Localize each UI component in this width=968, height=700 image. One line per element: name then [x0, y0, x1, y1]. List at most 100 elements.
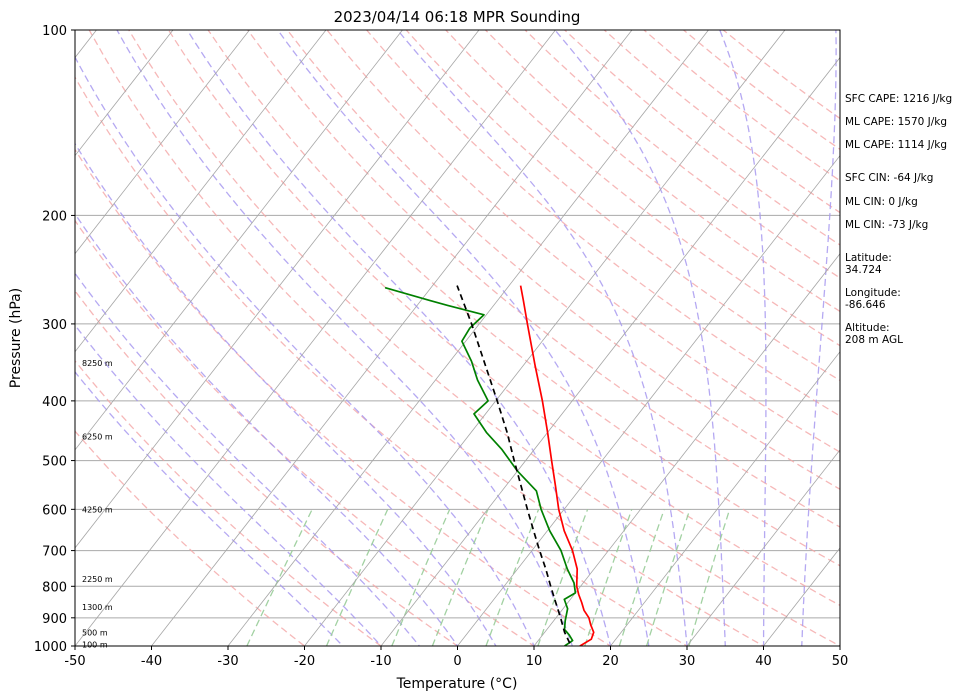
- mixing-ratio-line: [246, 509, 313, 646]
- isotherms: [75, 30, 840, 646]
- height-label: 4250 m: [82, 505, 113, 514]
- y-tick-label: 200: [42, 209, 67, 224]
- ml-cape-text: ML CAPE: 1570 J/kg: [845, 116, 948, 128]
- isotherm: [75, 30, 327, 353]
- moist-adiabat: [186, 30, 612, 646]
- isotherm: [75, 30, 250, 255]
- y-tick-label: 300: [42, 318, 67, 333]
- sfc-cape-text: SFC CAPE: 1216 J/kg: [845, 93, 953, 105]
- y-tick-label: 600: [42, 503, 67, 518]
- height-label: 1300 m: [82, 603, 113, 612]
- moist-adiabat: [801, 30, 837, 646]
- pressure-grid: [75, 214, 840, 619]
- mixing-ratio-line: [645, 509, 691, 646]
- dry-adiabat: [75, 219, 536, 646]
- y-tick-label: 400: [42, 395, 67, 410]
- ml-cape-text-2: ML CAPE: 1114 J/kg: [845, 139, 948, 151]
- moist-adiabats: [75, 30, 837, 646]
- moist-adiabat: [397, 30, 688, 646]
- dry-adiabat: [88, 30, 765, 646]
- height-label: 100 m: [82, 641, 108, 650]
- x-axis-label: Temperature (°C): [396, 676, 518, 692]
- mixing-ratio-line: [688, 509, 731, 646]
- isotherm: [762, 547, 840, 646]
- x-axis-ticks: -50 -40 -30 -20 -10 0 10 20 30 40 50: [64, 646, 848, 669]
- dry-adiabat: [75, 359, 383, 646]
- dry-adiabat: [286, 30, 840, 490]
- moist-adiabat: [75, 55, 535, 646]
- x-tick-label: -10: [370, 654, 391, 669]
- ml-cin-text: ML CIN: 0 J/kg: [845, 196, 918, 208]
- height-label: 2250 m: [82, 575, 113, 584]
- temperature-line: [519, 285, 595, 646]
- y-tick-label: 900: [42, 612, 67, 627]
- moist-adiabat: [277, 30, 650, 646]
- sounding-series: [384, 285, 595, 646]
- dry-adiabat: [167, 30, 840, 607]
- x-tick-label: 40: [755, 654, 772, 669]
- moist-adiabat: [75, 272, 421, 646]
- x-tick-label: 20: [602, 654, 619, 669]
- x-tick-label: 30: [679, 654, 696, 669]
- y-tick-label: 1000: [34, 640, 67, 655]
- isotherm: [456, 154, 840, 646]
- dry-adiabat: [247, 30, 840, 528]
- chart-title: 2023/04/14 06:18 MPR Sounding: [334, 8, 581, 26]
- dry-adiabat: [445, 30, 840, 347]
- y-tick-label: 500: [42, 455, 67, 470]
- isotherm: [609, 351, 840, 646]
- isotherm: [533, 253, 840, 646]
- moist-adiabat: [75, 370, 344, 646]
- moist-adiabat: [75, 142, 497, 646]
- y-axis-ticks: 1000 900 800 700 600 500 400 300 200 100: [34, 24, 75, 655]
- sfc-cin-text: SFC CIN: -64 J/kg: [845, 172, 934, 184]
- height-label: 6250 m: [82, 433, 113, 442]
- dry-adiabat: [405, 30, 840, 382]
- y-axis-label: Pressure (hPa): [8, 288, 24, 388]
- dry-adiabat: [75, 430, 306, 646]
- x-tick-label: -30: [217, 654, 238, 669]
- moist-adiabat: [116, 30, 573, 646]
- y-tick-label: 800: [42, 580, 67, 595]
- isotherm: [227, 30, 709, 646]
- mixing-ratio-line: [537, 509, 589, 646]
- isotherm: [75, 30, 480, 549]
- mixing-ratio-lines: [246, 509, 731, 646]
- y-tick-label: 100: [42, 24, 67, 39]
- isotherm: [380, 56, 840, 646]
- moist-adiabat: [75, 324, 383, 646]
- moist-adiabat: [75, 212, 459, 646]
- y-tick-label: 700: [42, 545, 67, 560]
- dry-adiabat: [326, 30, 840, 453]
- isotherm: [150, 30, 633, 646]
- x-tick-label: -40: [141, 654, 162, 669]
- moist-adiabat: [554, 30, 726, 646]
- moist-adiabat: [719, 30, 767, 646]
- dry-adiabat: [128, 30, 840, 646]
- parcel-line: [456, 285, 571, 644]
- longitude-text: Longitude: -86.646: [845, 287, 901, 311]
- isotherm: [75, 30, 556, 646]
- height-labels: 100 m 500 m 1300 m 2250 m 4250 m 6250 m 8250 m: [82, 359, 113, 650]
- height-label: 500 m: [82, 628, 108, 637]
- x-tick-label: 0: [453, 654, 461, 669]
- x-tick-label: 10: [526, 654, 543, 669]
- ml-cin-text-2: ML CIN: -73 J/kg: [845, 219, 929, 231]
- x-tick-label: -50: [64, 654, 85, 669]
- mixing-ratio-line: [584, 509, 633, 646]
- dry-adiabat: [75, 148, 612, 646]
- isotherm: [75, 30, 403, 451]
- isotherm: [686, 449, 840, 646]
- isotherm: [75, 30, 174, 157]
- dewpoint-line: [384, 286, 577, 646]
- latitude-text: Latitude: 34.724: [845, 252, 892, 276]
- x-tick-label: 50: [832, 654, 849, 669]
- altitude-text: Altitude: 208 m AGL: [845, 322, 903, 346]
- dry-adiabat: [366, 30, 840, 417]
- mixing-ratio-line: [485, 509, 540, 646]
- mixing-ratio-line: [618, 509, 665, 646]
- isotherm: [303, 30, 786, 646]
- height-label: 8250 m: [82, 359, 113, 368]
- x-tick-label: -20: [294, 654, 315, 669]
